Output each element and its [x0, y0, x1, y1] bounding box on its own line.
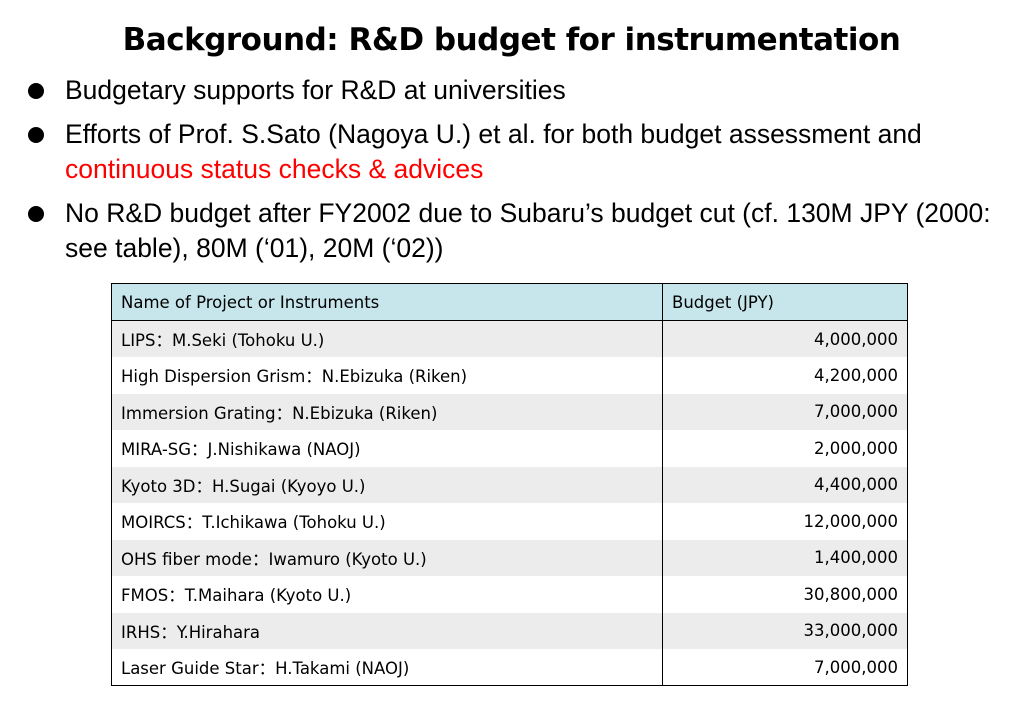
bullet-text: Budgetary supports for R&D at universiti… [65, 75, 566, 105]
project-name-cell: LIPS：M.Seki (Tohoku U.) [111, 320, 663, 357]
budget-cell: 1,400,000 [662, 539, 908, 576]
budget-cell: 7,000,000 [662, 649, 908, 686]
project-name-cell: High Dispersion Grism：N.Ebizuka (Riken) [111, 357, 663, 394]
project-name-cell: Laser Guide Star：H.Takami (NAOJ) [111, 649, 663, 686]
project-name-cell: MIRA-SG：J.Nishikawa (NAOJ) [111, 430, 663, 467]
header-budget: Budget (JPY) [662, 283, 908, 321]
budget-cell: 4,200,000 [662, 357, 908, 394]
budget-cell: 7,000,000 [662, 393, 908, 430]
project-name-cell: MOIRCS：T.Ichikawa (Tohoku U.) [111, 503, 663, 540]
table-row: MIRA-SG：J.Nishikawa (NAOJ) 2,000,000 [111, 430, 908, 467]
table-row: IRHS：Y.Hirahara 33,000,000 [111, 612, 908, 649]
bullet-dot-icon [28, 127, 44, 143]
project-name-cell: IRHS：Y.Hirahara [111, 612, 663, 649]
bullet-text: Efforts of Prof. S.Sato (Nagoya U.) et a… [65, 119, 922, 149]
project-name-cell: OHS fiber mode：Iwamuro (Kyoto U.) [111, 539, 663, 576]
slide-title: Background: R&D budget for instrumentati… [122, 22, 901, 58]
bullet-dot-icon [28, 83, 44, 99]
bullet-item: No R&D budget after FY2002 due to Subaru… [28, 196, 1018, 266]
budget-table: Name of Project or Instruments Budget (J… [111, 283, 908, 686]
budget-cell: 4,000,000 [662, 320, 908, 357]
project-name-cell: FMOS：T.Maihara (Kyoto U.) [111, 576, 663, 613]
table-row: LIPS：M.Seki (Tohoku U.) 4,000,000 [111, 320, 908, 357]
table-header-row: Name of Project or Instruments Budget (J… [111, 283, 908, 321]
project-name-cell: Kyoto 3D：H.Sugai (Kyoyo U.) [111, 466, 663, 503]
bullet-item: Efforts of Prof. S.Sato (Nagoya U.) et a… [28, 117, 1018, 187]
budget-cell: 12,000,000 [662, 503, 908, 540]
bullet-dot-icon [28, 206, 44, 222]
bullet-list: Budgetary supports for R&D at universiti… [28, 73, 1018, 275]
bullet-item: Budgetary supports for R&D at universiti… [28, 73, 1018, 108]
bullet-highlight-text: continuous status checks & advices [65, 154, 484, 184]
project-name-cell: Immersion Grating：N.Ebizuka (Riken) [111, 393, 663, 430]
table-row: Immersion Grating：N.Ebizuka (Riken) 7,00… [111, 393, 908, 430]
budget-cell: 4,400,000 [662, 466, 908, 503]
bullet-text: No R&D budget after FY2002 due to Subaru… [65, 198, 991, 263]
table-row: OHS fiber mode：Iwamuro (Kyoto U.) 1,400,… [111, 539, 908, 576]
table-row: Laser Guide Star：H.Takami (NAOJ) 7,000,0… [111, 649, 908, 686]
budget-cell: 33,000,000 [662, 612, 908, 649]
table-row: MOIRCS：T.Ichikawa (Tohoku U.) 12,000,000 [111, 503, 908, 540]
budget-cell: 30,800,000 [662, 576, 908, 613]
header-project-name: Name of Project or Instruments [111, 283, 663, 321]
table-row: High Dispersion Grism：N.Ebizuka (Riken) … [111, 357, 908, 394]
table-row: FMOS：T.Maihara (Kyoto U.) 30,800,000 [111, 576, 908, 613]
table-row: Kyoto 3D：H.Sugai (Kyoyo U.) 4,400,000 [111, 466, 908, 503]
budget-cell: 2,000,000 [662, 430, 908, 467]
